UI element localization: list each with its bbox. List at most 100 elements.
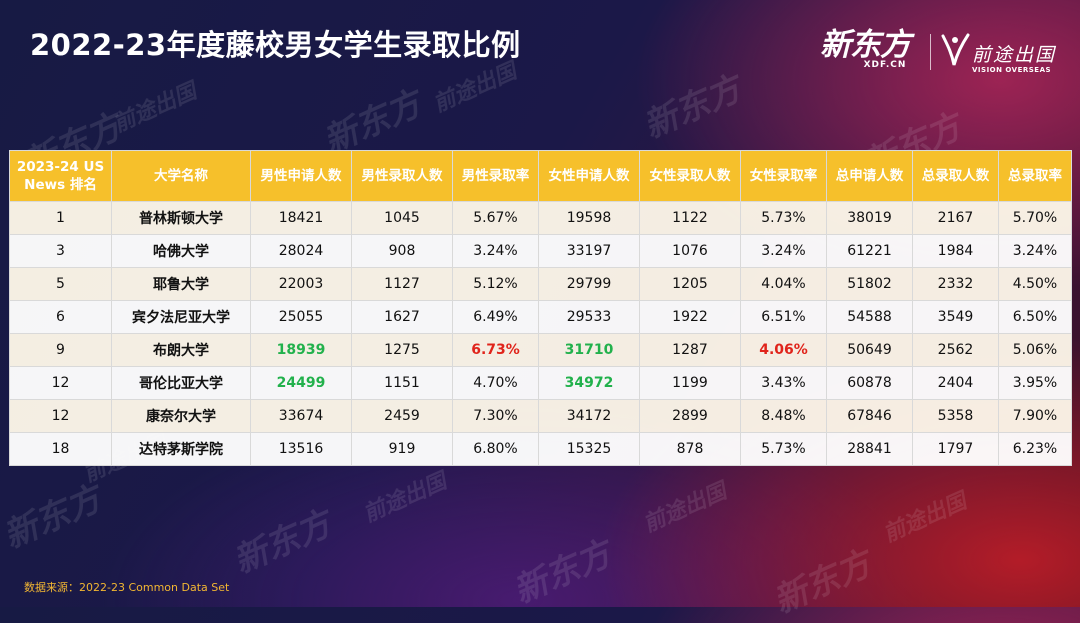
value-cell: 5.73%: [740, 432, 827, 466]
watermark-logo: 前途出国: [109, 78, 201, 138]
column-header: 总录取人数: [912, 150, 999, 202]
value-cell: 1045: [351, 201, 453, 235]
watermark-logo: 新东方: [227, 503, 338, 582]
value-cell: 3.24%: [740, 234, 827, 268]
column-header: 男性录取人数: [351, 150, 453, 202]
rank-cell: 5: [9, 267, 112, 301]
column-header: 女性录取人数: [639, 150, 741, 202]
university-name-cell: 康奈尔大学: [111, 399, 251, 433]
column-header: 2023-24 US News 排名: [9, 150, 112, 202]
value-cell: 6.73%: [452, 333, 539, 367]
column-header: 总申请人数: [826, 150, 913, 202]
value-cell: 2332: [912, 267, 999, 301]
value-cell: 31710: [538, 333, 640, 367]
table-row: 12 哥伦比亚大学 24499 1151 4.70% 34972 1199 3.43% 6087…: [9, 366, 1072, 400]
value-cell: 34172: [538, 399, 640, 433]
value-cell: 33197: [538, 234, 640, 268]
value-cell: 7.30%: [452, 399, 539, 433]
value-cell: 8.48%: [740, 399, 827, 433]
table-body: 1 普林斯顿大学 18421 1045 5.67% 19598 1122 5.73% 38019…: [9, 201, 1072, 466]
value-cell: 1275: [351, 333, 453, 367]
value-cell: 5.06%: [998, 333, 1072, 367]
value-cell: 5.12%: [452, 267, 539, 301]
value-cell: 1127: [351, 267, 453, 301]
value-cell: 1199: [639, 366, 741, 400]
value-cell: 4.70%: [452, 366, 539, 400]
rank-cell: 9: [9, 333, 112, 367]
value-cell: 3.95%: [998, 366, 1072, 400]
university-name-cell: 普林斯顿大学: [111, 201, 251, 235]
value-cell: 1984: [912, 234, 999, 268]
table-row: 3 哈佛大学 28024 908 3.24% 33197 1076 3.24% 61221 198…: [9, 234, 1072, 268]
value-cell: 6.49%: [452, 300, 539, 334]
value-cell: 2404: [912, 366, 999, 400]
vision-logo-en: VISION OVERSEAS: [972, 66, 1052, 74]
value-cell: 67846: [826, 399, 913, 433]
value-cell: 5.73%: [740, 201, 827, 235]
watermark-logo: 前途出国: [359, 468, 451, 528]
value-cell: 29533: [538, 300, 640, 334]
value-cell: 1627: [351, 300, 453, 334]
value-cell: 18421: [250, 201, 352, 235]
rank-cell: 3: [9, 234, 112, 268]
watermark-logo: 新东方: [507, 533, 618, 612]
value-cell: 919: [351, 432, 453, 466]
value-cell: 2899: [639, 399, 741, 433]
value-cell: 5358: [912, 399, 999, 433]
table-row: 9 布朗大学 18939 1275 6.73% 31710 1287 4.06% 50649 25…: [9, 333, 1072, 367]
rank-cell: 1: [9, 201, 112, 235]
column-header: 大学名称: [111, 150, 251, 202]
vision-logo-cn: 前途出国: [972, 44, 1057, 66]
value-cell: 28024: [250, 234, 352, 268]
value-cell: 38019: [826, 201, 913, 235]
table-header-row: 2023-24 US News 排名 大学名称 男性申请人数 男性录取人数 男性录取率女…: [9, 150, 1072, 202]
value-cell: 61221: [826, 234, 913, 268]
xdf-logo-text: 新东方: [820, 27, 911, 63]
data-source-note: 数据来源：2022-23 Common Data Set: [24, 581, 230, 594]
rank-cell: 12: [9, 366, 112, 400]
university-name-cell: 哈佛大学: [111, 234, 251, 268]
admission-table: 2023-24 US News 排名 大学名称 男性申请人数 男性录取人数 男性录取率女…: [9, 150, 1072, 466]
value-cell: 28841: [826, 432, 913, 466]
watermark-logo: 新东方: [767, 543, 878, 622]
value-cell: 4.06%: [740, 333, 827, 367]
value-cell: 2562: [912, 333, 999, 367]
value-cell: 51802: [826, 267, 913, 301]
column-header: 女性申请人数: [538, 150, 640, 202]
value-cell: 1922: [639, 300, 741, 334]
value-cell: 15325: [538, 432, 640, 466]
value-cell: 6.51%: [740, 300, 827, 334]
university-name-cell: 达特茅斯学院: [111, 432, 251, 466]
value-cell: 908: [351, 234, 453, 268]
watermark-logo: 新东方: [0, 478, 108, 557]
value-cell: 54588: [826, 300, 913, 334]
vision-mark-icon: [941, 33, 970, 66]
university-name-cell: 宾夕法尼亚大学: [111, 300, 251, 334]
value-cell: 3.24%: [998, 234, 1072, 268]
value-cell: 3549: [912, 300, 999, 334]
rank-cell: 18: [9, 432, 112, 466]
value-cell: 5.67%: [452, 201, 539, 235]
value-cell: 1122: [639, 201, 741, 235]
value-cell: 25055: [250, 300, 352, 334]
value-cell: 1205: [639, 267, 741, 301]
value-cell: 29799: [538, 267, 640, 301]
table-row: 6 宾夕法尼亚大学 25055 1627 6.49% 29533 1922 6.51% 5458…: [9, 300, 1072, 334]
value-cell: 6.23%: [998, 432, 1072, 466]
column-header: 总录取率: [998, 150, 1072, 202]
table-row: 1 普林斯顿大学 18421 1045 5.67% 19598 1122 5.73% 38019…: [9, 201, 1072, 235]
value-cell: 3.43%: [740, 366, 827, 400]
value-cell: 18939: [250, 333, 352, 367]
value-cell: 19598: [538, 201, 640, 235]
column-header: 男性申请人数: [250, 150, 352, 202]
watermark-logo: 前途出国: [639, 478, 731, 538]
value-cell: 7.90%: [998, 399, 1072, 433]
rank-cell: 12: [9, 399, 112, 433]
value-cell: 33674: [250, 399, 352, 433]
university-name-cell: 耶鲁大学: [111, 267, 251, 301]
value-cell: 1151: [351, 366, 453, 400]
table-row: 18 达特茅斯学院 13516 919 6.80% 15325 878 5.73% 28841 1…: [9, 432, 1072, 466]
value-cell: 1287: [639, 333, 741, 367]
university-name-cell: 布朗大学: [111, 333, 251, 367]
watermark-logo: 前途出国: [879, 488, 971, 548]
